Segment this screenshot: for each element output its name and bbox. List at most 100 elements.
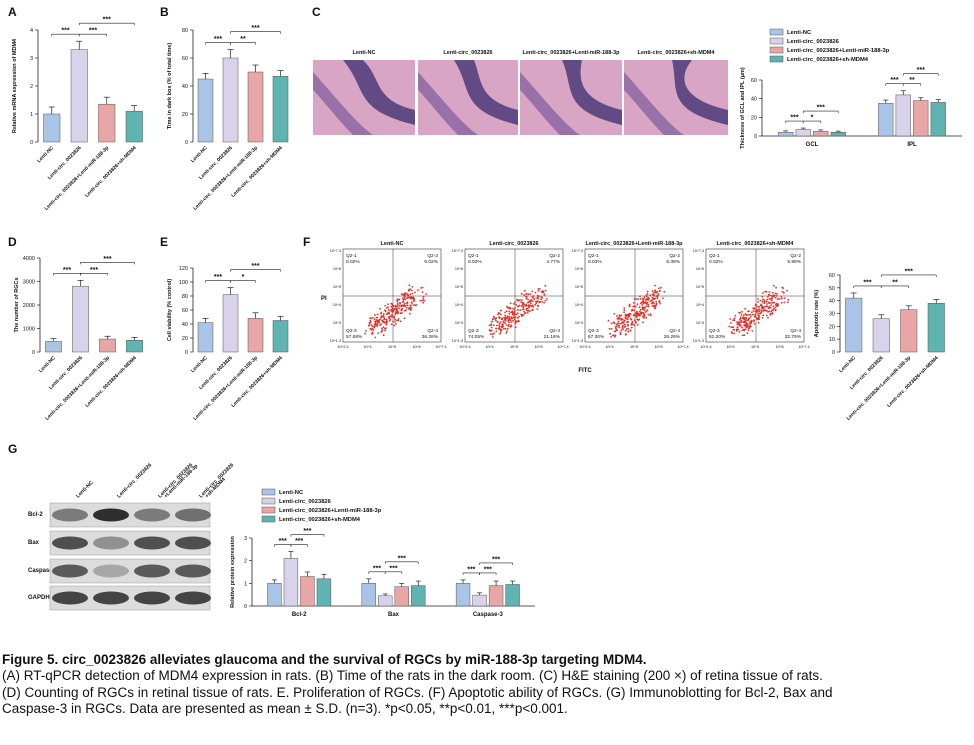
flow-event — [771, 301, 773, 304]
flow-event — [492, 315, 495, 318]
flow-event — [766, 303, 768, 305]
flow-event — [522, 313, 525, 316]
flow-event — [401, 307, 404, 310]
western-band — [52, 591, 88, 605]
flow-event — [396, 302, 399, 305]
flow-event — [740, 321, 742, 324]
flow-event — [414, 291, 416, 294]
flow-event — [396, 299, 398, 302]
flow-event — [756, 305, 758, 308]
significance-label: *** — [251, 25, 259, 32]
flow-event — [659, 290, 661, 292]
y-tick-label: 2 — [244, 559, 247, 565]
flow-event — [495, 319, 497, 322]
flow-event — [757, 316, 760, 318]
flow-event — [624, 325, 627, 328]
y-tick-label: 0 — [244, 604, 247, 610]
flow-event — [365, 330, 367, 332]
flow-event — [371, 325, 374, 328]
flow-y-tick: 10^4 — [696, 303, 704, 307]
flow-event — [642, 306, 645, 309]
flow-event — [385, 323, 388, 326]
flow-event — [522, 306, 525, 308]
flow-event — [544, 299, 547, 302]
quadrant-name: Q2-3 — [468, 328, 479, 334]
y-axis-label: Relative protein expression — [230, 535, 236, 607]
flow-event — [403, 296, 406, 298]
flow-event — [643, 296, 646, 299]
significance-label: *** — [484, 566, 492, 573]
flow-event — [385, 320, 388, 322]
flow-event — [642, 299, 645, 301]
bar — [845, 297, 863, 353]
flow-event — [750, 315, 752, 318]
flow-event — [505, 310, 508, 313]
western-band — [134, 591, 170, 605]
flow-event — [663, 290, 666, 293]
flow-event — [385, 307, 388, 309]
quadrant-percent: 4.77% — [546, 259, 560, 265]
flow-event — [409, 306, 412, 309]
flow-event — [741, 317, 744, 320]
flow-event — [750, 319, 753, 322]
significance-label: *** — [295, 538, 303, 545]
flow-event — [538, 301, 541, 304]
flow-event — [401, 293, 403, 296]
figure-caption-body: (A) RT-qPCR detection of MDM4 expression… — [2, 668, 970, 718]
flow-x-tick: 10^6 — [654, 345, 662, 349]
flow-event — [762, 307, 765, 309]
caption-line-2: (D) Counting of RGCs in retinal tissue o… — [2, 684, 833, 700]
flow-event — [780, 296, 783, 298]
flow-event — [624, 334, 627, 336]
y-tick-label: 20 — [829, 324, 835, 330]
significance-label: *** — [89, 28, 97, 35]
flow-event — [395, 308, 398, 311]
western-band — [134, 508, 170, 522]
y-tick-label: 3 — [244, 536, 247, 542]
flow-event — [411, 298, 413, 300]
flow-event — [729, 318, 732, 320]
flow-event — [523, 310, 525, 313]
flow-event — [393, 308, 396, 311]
flow-event — [759, 304, 762, 307]
flow-event — [636, 324, 639, 326]
flow-x-tick: 10^7.4 — [557, 345, 568, 349]
x-tick-label: Bcl-2 — [292, 612, 307, 618]
western-lane-label: Lenti-circ_0023826 — [198, 462, 235, 499]
flow-event — [768, 306, 771, 309]
flow-event — [490, 324, 492, 326]
y-tick-label: 60 — [751, 78, 757, 84]
flow-event — [394, 313, 397, 316]
flow-event — [757, 314, 760, 317]
flow-event — [742, 321, 744, 323]
significance-label: *** — [905, 268, 913, 275]
y-axis-label: Thickness of GCL and IPL (μm) — [740, 67, 746, 149]
flow-event — [409, 293, 412, 296]
panel-e-chart: 0 20 40 60 80 100 120 Cell viability (% control… — [167, 263, 289, 422]
flow-event — [543, 301, 545, 304]
flow-event — [506, 330, 508, 333]
significance-label: *** — [303, 528, 311, 535]
flow-event — [768, 291, 771, 293]
quadrant-percent: 26.29% — [664, 334, 681, 340]
flow-event — [537, 297, 539, 300]
legend-label: Lenti-circ_0023826 — [787, 39, 840, 45]
flow-event — [733, 319, 736, 322]
flow-event — [503, 328, 505, 330]
flow-event — [620, 314, 623, 317]
flow-event — [764, 309, 767, 312]
flow-event — [645, 302, 648, 305]
flow-event — [402, 298, 405, 301]
y-tick-label: 120 — [179, 266, 188, 272]
y-tick-label: 2 — [30, 84, 33, 90]
flow-event — [525, 304, 528, 307]
flow-event — [633, 319, 636, 321]
flow-event — [746, 319, 749, 322]
y-tick-label: 0 — [30, 140, 33, 146]
x-tick-label: Bax — [388, 612, 400, 618]
x-tick-label: Lenti-circ_0023826+sh-MDM4 — [84, 145, 138, 199]
x-tick-label: Lenti-circ_0023826+sh-MDM4 — [84, 355, 138, 409]
flow-event — [531, 296, 534, 298]
he-title: Lenti-circ_0023826+sh-MDM4 — [638, 50, 716, 56]
legend-swatch — [261, 488, 276, 496]
